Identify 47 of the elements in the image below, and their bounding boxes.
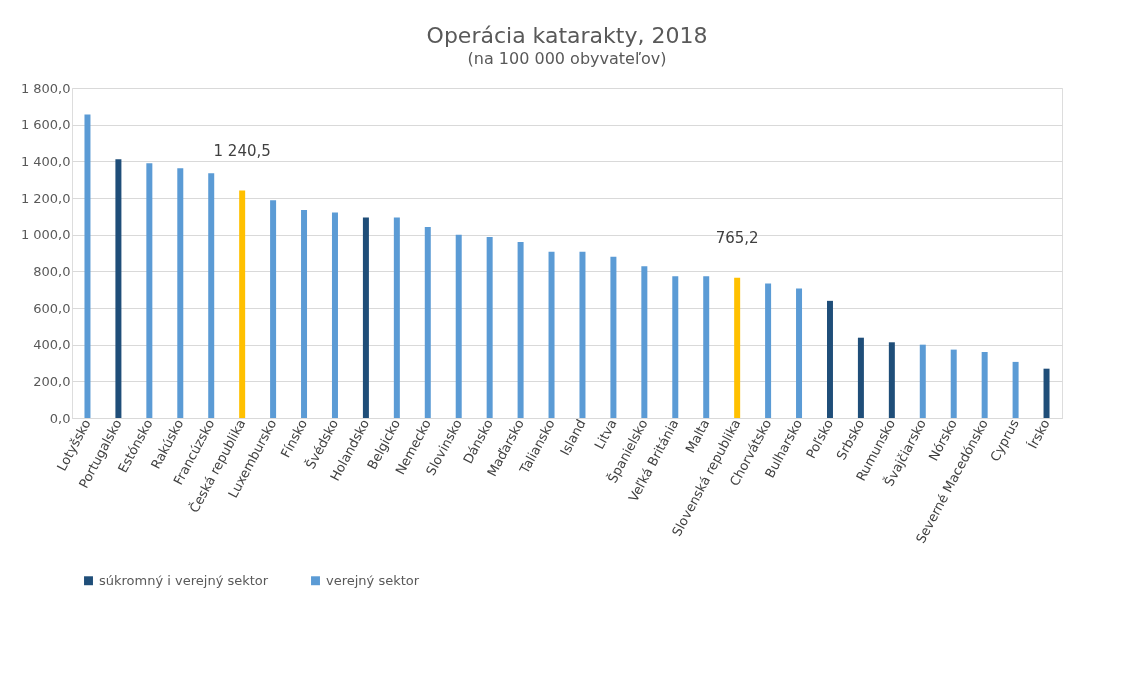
bar [424,226,431,418]
y-tick-label: 1 400,0 [20,153,71,169]
bar [486,237,493,418]
y-tick-label: 200,0 [33,373,71,389]
bar [455,234,462,418]
bar [610,256,617,418]
bar [703,276,710,418]
bar [950,349,957,418]
y-tick-label: 600,0 [33,300,71,316]
bar [796,288,803,418]
bar [301,210,308,418]
bar [270,200,277,418]
data-label: 1 240,5 [213,141,271,160]
chart-subtitle: (na 100 000 obyvateľov) [467,49,667,68]
legend-label: verejný sektor [326,572,420,588]
bar [1043,368,1050,418]
bar [84,114,91,418]
bar [1012,361,1019,418]
y-tick-label: 1 000,0 [20,227,71,243]
bar [362,217,369,418]
bar [981,352,988,418]
chart-title: Operácia katarakty, 2018 [426,23,708,48]
bar [734,277,741,418]
bar [177,168,184,418]
bar [826,300,833,418]
legend-label: súkromný i verejný sektor [99,572,269,588]
bar [146,163,153,418]
bar [765,283,772,418]
bar [239,190,246,418]
bar [579,251,586,418]
bar [641,266,648,418]
bar [115,159,122,418]
bar [208,173,215,418]
bar [517,242,524,418]
y-tick-label: 1 200,0 [20,190,71,206]
y-tick-label: 1 600,0 [20,117,71,133]
bar [672,276,679,418]
bar [331,212,338,418]
y-tick-label: 800,0 [33,263,71,279]
bar [393,217,400,418]
bar [857,337,864,418]
bar [919,344,926,418]
data-label: 765,2 [715,228,759,247]
bar [548,251,555,418]
y-tick-label: 1 800,0 [20,80,71,96]
bar [888,342,895,418]
y-tick-label: 400,0 [33,337,71,353]
